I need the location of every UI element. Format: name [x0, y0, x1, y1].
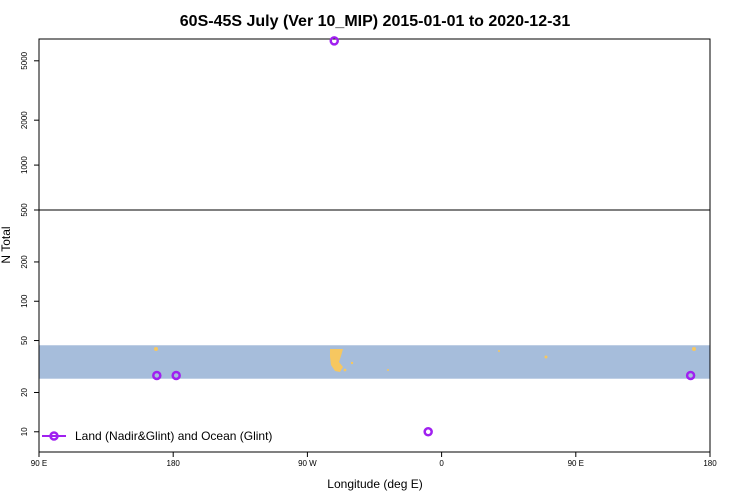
- data-point: [329, 36, 339, 46]
- x-axis-label: Longitude (deg E): [327, 477, 422, 491]
- data-point: [152, 370, 162, 381]
- latitude-band: [39, 345, 710, 379]
- data-point: [171, 370, 181, 381]
- y-tick-label: 2000: [20, 111, 29, 129]
- y-tick-label: 10: [20, 427, 29, 436]
- y-tick-label: 100: [20, 294, 29, 308]
- land-south-america: [330, 349, 343, 372]
- y-tick-label: 5000: [20, 51, 29, 69]
- plot-frame: [38, 38, 711, 453]
- data-point: [423, 427, 433, 437]
- land-island: [692, 347, 696, 351]
- y-axis-label: N Total: [0, 226, 13, 263]
- land-island: [498, 350, 500, 352]
- land-island: [387, 369, 389, 371]
- land-island: [544, 355, 548, 359]
- legend-marker-swatch: [49, 431, 59, 441]
- land-patches: [154, 347, 696, 372]
- y-tick-label: 20: [20, 387, 29, 396]
- legend: Land (Nadir&Glint) and Ocean (Glint): [42, 429, 272, 443]
- x-tick-label: 0: [439, 459, 444, 468]
- y-tick-label: 1000: [20, 156, 29, 174]
- plot-area: 90 E 180 90 W 0 90 E 180 10 20 50 100 200 500 1000 20…: [20, 36, 717, 468]
- y-tick-label: 500: [20, 203, 29, 217]
- land-island: [343, 368, 347, 372]
- land-island: [350, 361, 354, 365]
- y-tick-label: 200: [20, 255, 29, 269]
- land-island: [154, 347, 158, 351]
- x-tick-label: 90 W: [298, 459, 317, 468]
- x-tick-label: 90 E: [31, 459, 47, 468]
- legend-label: Land (Nadir&Glint) and Ocean (Glint): [75, 429, 272, 443]
- x-tick-label: 180: [167, 459, 181, 468]
- x-tick-label: 180: [703, 459, 717, 468]
- y-tick-label: 50: [20, 336, 29, 345]
- data-point: [685, 370, 696, 381]
- chart-title: 60S-45S July (Ver 10_MIP) 2015-01-01 to …: [180, 13, 571, 30]
- x-tick-label: 90 E: [568, 459, 584, 468]
